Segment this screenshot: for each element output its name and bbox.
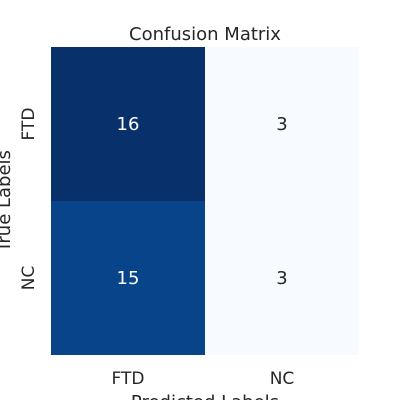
- cell-value-label: 16: [117, 114, 140, 135]
- x-tick-labels: FTD NC: [112, 369, 295, 389]
- cell-value-label: 3: [276, 114, 287, 135]
- x-tick-label: FTD: [112, 369, 145, 389]
- chart-title: Confusion Matrix: [129, 24, 281, 45]
- cell-value-label: 3: [276, 268, 287, 289]
- y-axis-label: True Labels: [0, 150, 15, 253]
- y-tick-label: NC: [19, 266, 39, 291]
- y-tick-labels: FTD NC: [19, 108, 39, 291]
- cell-value-label: 15: [117, 268, 140, 289]
- x-axis-label: Predicted Labels: [131, 392, 279, 400]
- heatmap-cell-ftd-ftd: [51, 47, 205, 201]
- heatmap-cell-ftd-nc: [205, 47, 359, 201]
- heatmap-cells: [51, 47, 359, 355]
- cell-annotations: 16 3 15 3: [117, 114, 288, 289]
- x-tick-label: NC: [270, 369, 295, 389]
- heatmap-cell-nc-ftd: [51, 201, 205, 355]
- y-tick-label: FTD: [19, 108, 39, 141]
- heatmap-cell-nc-nc: [205, 201, 359, 355]
